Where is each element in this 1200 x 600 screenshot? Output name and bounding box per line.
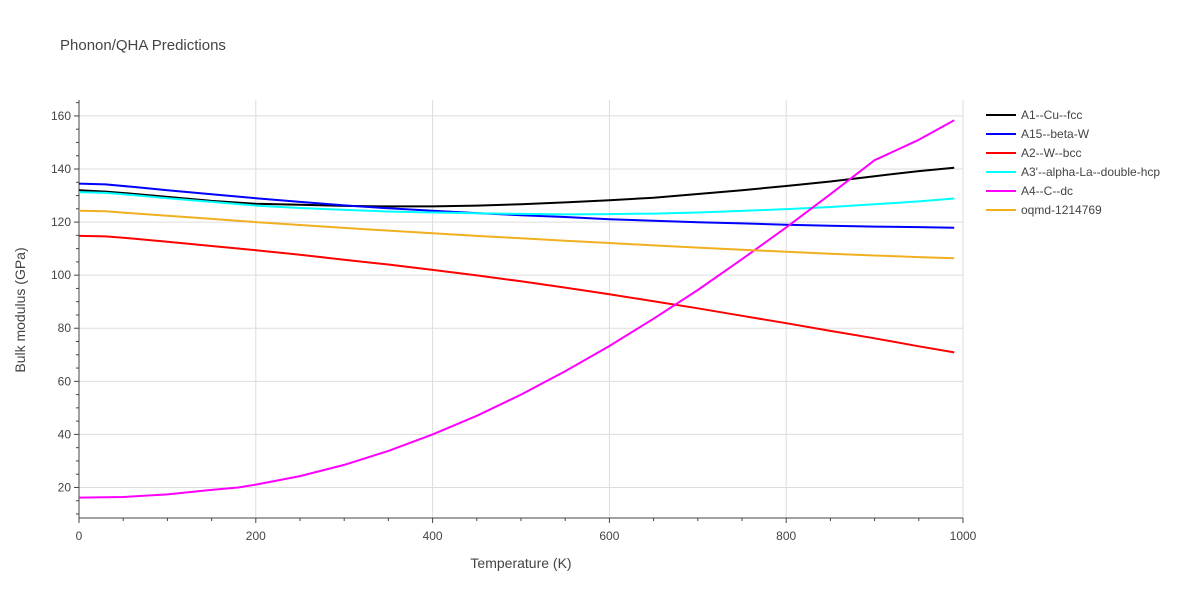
x-tick-label: 400	[423, 529, 443, 543]
y-tick-label: 100	[51, 268, 71, 282]
chart-title: Phonon/QHA Predictions	[60, 37, 226, 54]
legend-label: A3'--alpha-La--double-hcp	[1021, 165, 1160, 179]
plot-lines	[78, 119, 955, 499]
y-tick-labels: 20 40 60 80 100 120 140 160	[51, 109, 71, 495]
axes	[74, 100, 964, 523]
legend: A1--Cu--fcc A15--beta-W A2--W--bcc A3'--alp…	[986, 108, 1160, 217]
legend-label: A4--C--dc	[1021, 184, 1073, 198]
y-axis-title: Bulk modulus (GPa)	[12, 247, 28, 372]
legend-label: A15--beta-W	[1021, 127, 1090, 141]
x-tick-labels: 0 200 400 600 800 1000	[76, 529, 977, 543]
x-tick-label: 0	[76, 529, 83, 543]
series-line	[78, 234, 955, 354]
series-line	[78, 166, 955, 208]
y-tick-label: 60	[58, 374, 72, 388]
y-tick-label: 140	[51, 162, 71, 176]
x-axis-title: Temperature (K)	[470, 555, 571, 571]
y-tick-label: 80	[58, 321, 72, 335]
y-tick-label: 120	[51, 215, 71, 229]
grid	[79, 100, 964, 518]
series-line	[78, 209, 955, 260]
x-tick-label: 600	[599, 529, 619, 543]
x-tick-label: 800	[776, 529, 796, 543]
legend-label: oqmd-1214769	[1021, 203, 1102, 217]
y-tick-label: 160	[51, 109, 71, 123]
y-tick-label: 40	[58, 427, 72, 441]
legend-label: A1--Cu--fcc	[1021, 108, 1082, 122]
x-tick-label: 200	[246, 529, 266, 543]
y-tick-label: 20	[58, 480, 72, 494]
series-line	[78, 119, 955, 499]
x-tick-label: 1000	[950, 529, 977, 543]
series-line	[78, 191, 955, 216]
legend-label: A2--W--bcc	[1021, 146, 1081, 160]
